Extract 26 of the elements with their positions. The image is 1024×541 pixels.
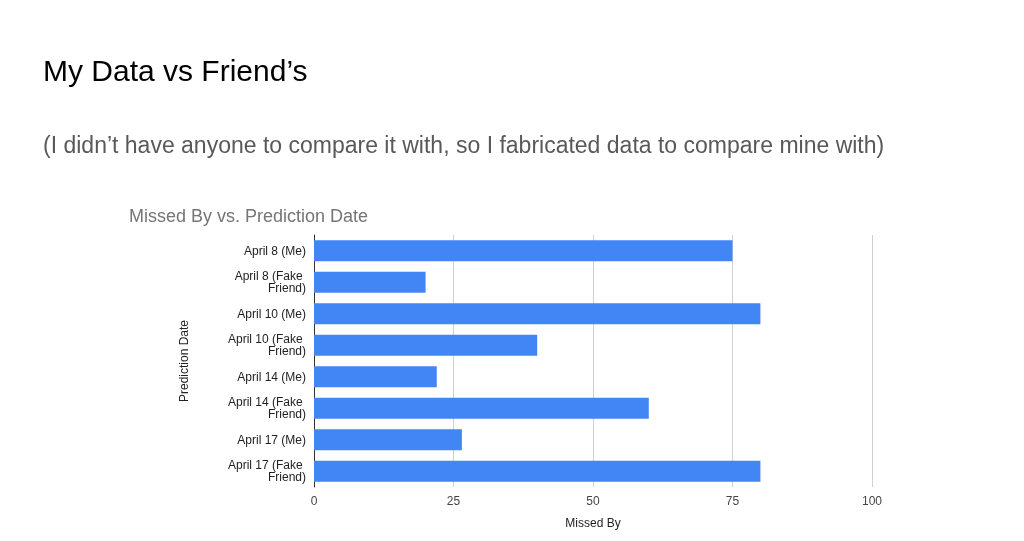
chart-subtitle: (I didn’t have anyone to compare it with, so I fabricated data to compare mine with) <box>43 131 885 158</box>
x-tick-label: 0 <box>310 494 318 508</box>
y-axis-title: Prediction Date <box>177 319 192 403</box>
bar <box>314 460 761 482</box>
y-tick-label: April 8 (Fake Friend) <box>234 269 306 296</box>
y-tick-label: April 17 (Me) <box>237 432 306 447</box>
y-tick-label: April 8 (Me) <box>243 243 306 258</box>
bar <box>314 366 437 388</box>
chart-title: My Data vs Friend’s <box>43 53 308 87</box>
text: Missed By vs. Prediction Date <box>129 206 369 226</box>
y-tick-label: April 14 (Me) <box>237 369 306 384</box>
bar <box>314 429 462 451</box>
x-tick-label: 50 <box>586 494 600 508</box>
bar <box>314 303 761 325</box>
bar <box>314 271 426 293</box>
x-axis-title: Missed By <box>565 516 621 530</box>
y-tick-label: April 10 (Me) <box>237 306 306 321</box>
x-tick-label: 75 <box>725 494 740 508</box>
y-tick-label: April 17 (Fake Friend) <box>227 458 306 485</box>
y-tick-label: April 14 (Fake Friend) <box>227 395 306 422</box>
bar <box>314 397 649 419</box>
y-tick-label: April 10 (Fake Friend) <box>227 332 306 359</box>
bar <box>314 240 733 262</box>
bar <box>314 334 538 356</box>
x-tick-label: 100 <box>861 494 883 508</box>
x-tick-label: 25 <box>446 494 461 508</box>
